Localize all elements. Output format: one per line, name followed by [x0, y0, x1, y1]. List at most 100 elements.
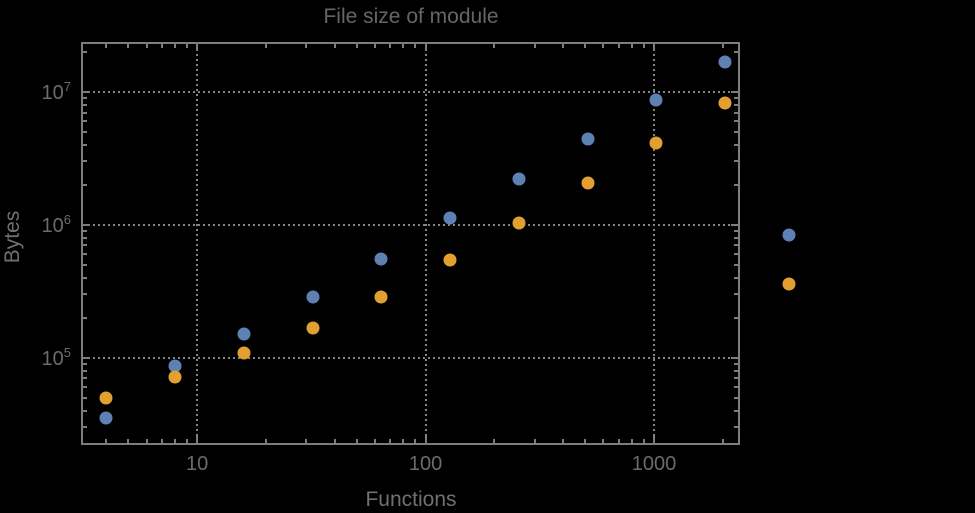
data-point-series-1-blue — [168, 359, 182, 373]
y-tick-left — [83, 244, 87, 247]
y-tick-right — [731, 91, 738, 94]
y-tick-right — [734, 183, 738, 186]
data-point-series-2-orange — [168, 370, 182, 384]
x-tick-bottom — [127, 439, 130, 443]
y-tick-right — [731, 356, 738, 359]
y-tick-label: 106 — [42, 212, 71, 238]
y-tick-left — [83, 160, 87, 163]
x-tick-bottom — [630, 439, 633, 443]
y-tick-right — [734, 293, 738, 296]
y-tick-left — [83, 103, 87, 106]
x-tick-bottom — [145, 439, 148, 443]
data-point-series-2-orange — [99, 391, 113, 405]
x-tick-top — [424, 44, 427, 51]
x-tick-bottom — [160, 439, 163, 443]
y-tick-right — [734, 111, 738, 114]
y-tick-right — [734, 160, 738, 163]
x-tick-top — [389, 44, 392, 48]
x-tick-top — [493, 44, 496, 48]
y-tick-left — [83, 293, 87, 296]
data-point-series-2-orange — [306, 321, 320, 335]
x-tick-top — [105, 44, 108, 48]
plot-frame — [81, 42, 740, 445]
data-point-series-1-blue — [649, 93, 663, 107]
y-tick-left — [83, 51, 87, 54]
x-tick-top — [602, 44, 605, 48]
data-point-series-1-blue — [512, 172, 526, 186]
x-tick-bottom — [617, 439, 620, 443]
y-tick-mantissa: 10 — [41, 81, 64, 104]
y-tick-left — [83, 253, 87, 256]
y-tick-right — [734, 253, 738, 256]
gridline-y-10000000 — [83, 91, 738, 94]
y-tick-right — [734, 51, 738, 54]
y-tick-right — [734, 396, 738, 399]
y-tick-left — [83, 229, 87, 232]
data-point-series-2-orange — [718, 96, 732, 110]
y-tick-exponent: 7 — [63, 79, 71, 95]
x-tick-top — [562, 44, 565, 48]
x-tick-bottom — [389, 439, 392, 443]
y-tick-left — [83, 131, 87, 133]
y-tick-left — [83, 263, 87, 266]
x-tick-bottom — [424, 436, 427, 443]
x-tick-top — [414, 44, 417, 48]
x-tick-top — [617, 44, 620, 48]
x-tick-bottom — [333, 439, 336, 443]
x-tick-bottom — [493, 439, 496, 443]
data-point-series-1-blue — [782, 228, 796, 242]
x-tick-top — [196, 44, 199, 51]
y-tick-right — [734, 426, 738, 429]
plot-title: File size of module — [323, 5, 499, 28]
x-tick-bottom — [402, 439, 405, 443]
data-point-series-1-blue — [443, 211, 457, 225]
y-axis-label: Bytes — [1, 210, 24, 264]
data-point-series-2-orange — [443, 253, 457, 267]
y-tick-left — [83, 386, 87, 389]
x-tick-top — [652, 44, 655, 51]
y-tick-left — [83, 97, 87, 100]
x-tick-bottom — [196, 436, 199, 443]
y-tick-right — [734, 143, 738, 146]
x-tick-bottom — [373, 439, 376, 443]
x-tick-bottom — [602, 439, 605, 443]
gridline-x-1000 — [652, 44, 655, 443]
y-tick-left — [83, 409, 87, 412]
x-tick-bottom — [105, 439, 108, 443]
y-tick-left — [83, 396, 87, 399]
gridline-x-10 — [196, 44, 199, 443]
x-tick-top — [185, 44, 188, 48]
x-tick-bottom — [584, 439, 587, 443]
data-point-series-2-orange — [649, 136, 663, 150]
y-tick-right — [734, 236, 738, 239]
x-tick-top — [402, 44, 405, 48]
x-tick-bottom — [264, 439, 267, 443]
y-tick-exponent: 6 — [63, 212, 71, 227]
x-tick-top — [333, 44, 336, 48]
y-tick-mantissa: 10 — [41, 347, 64, 370]
y-tick-exponent: 5 — [63, 344, 71, 360]
data-point-series-1-blue — [306, 290, 320, 304]
x-tick-bottom — [355, 439, 358, 443]
y-tick-left — [83, 316, 87, 319]
y-tick-left — [83, 426, 87, 429]
gridline-y-1000000 — [83, 223, 738, 226]
y-tick-left — [83, 91, 90, 94]
y-tick-right — [734, 369, 738, 372]
x-tick-bottom — [562, 439, 565, 443]
x-tick-label: 1000 — [631, 453, 677, 475]
y-tick-right — [734, 131, 738, 133]
x-tick-label: 10 — [186, 453, 209, 475]
gridline-y-100000 — [83, 356, 738, 359]
x-tick-top — [533, 44, 536, 48]
y-tick-left — [83, 276, 87, 279]
y-tick-right — [734, 97, 738, 100]
y-tick-right — [734, 229, 738, 232]
x-tick-top — [355, 44, 358, 48]
y-tick-right — [734, 362, 738, 365]
x-tick-top — [160, 44, 163, 48]
y-tick-right — [734, 377, 738, 380]
y-tick-left — [83, 183, 87, 186]
y-tick-label: 107 — [42, 79, 71, 105]
